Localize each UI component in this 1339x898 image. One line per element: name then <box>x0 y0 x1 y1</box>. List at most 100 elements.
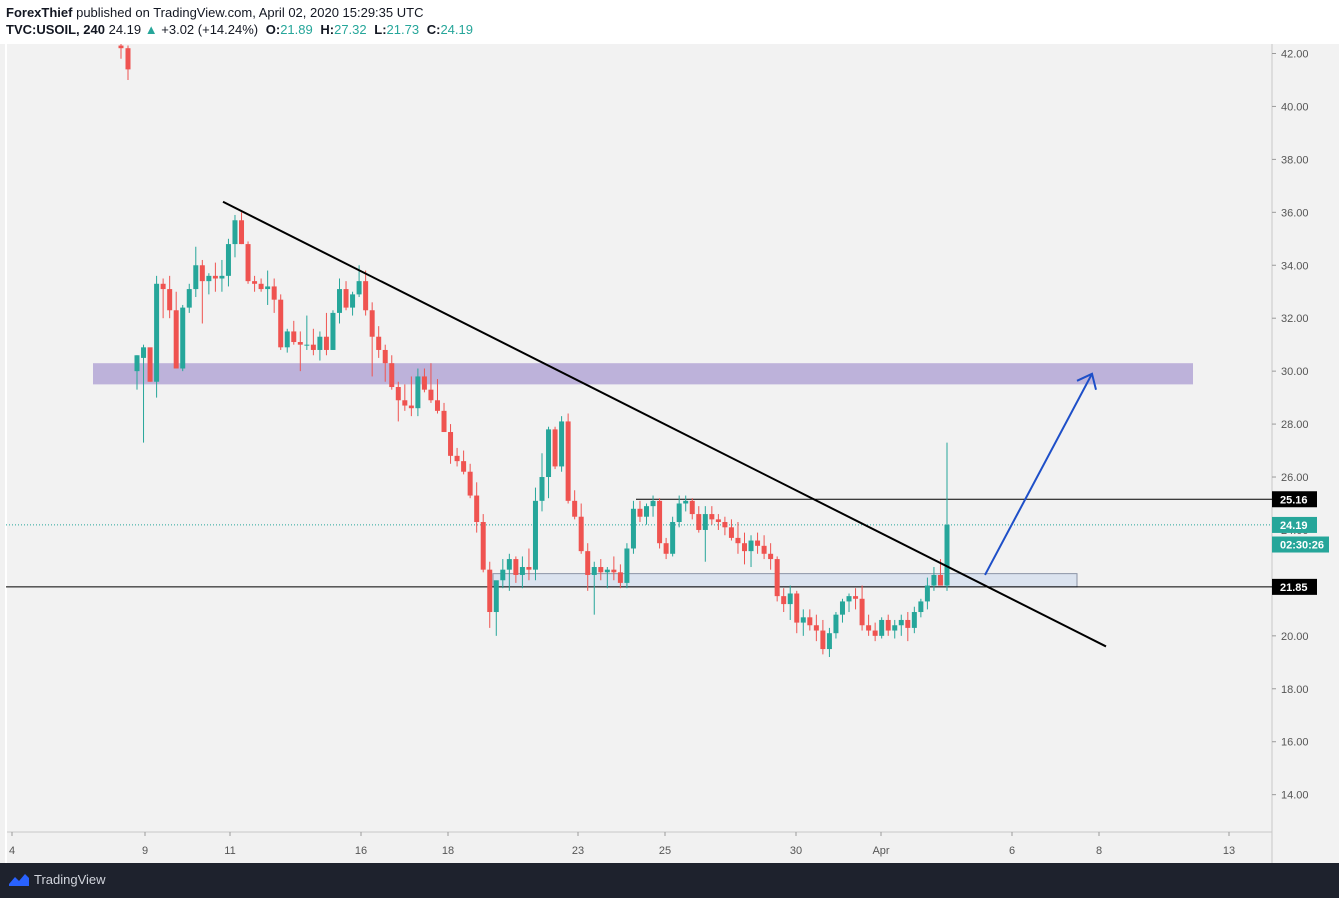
price-tag-label: 21.85 <box>1280 582 1308 594</box>
y-tick-label: 40.00 <box>1281 101 1309 113</box>
price-tag-bg <box>1272 491 1317 508</box>
candle-body <box>245 244 251 282</box>
candle-body <box>709 514 715 520</box>
candle-body <box>291 331 297 343</box>
candle-body <box>885 619 891 631</box>
ohlc-legend: TVC:USOIL, 240 24.19 ▲ +3.02 (+14.24%) O… <box>6 22 473 37</box>
candle-body <box>905 619 911 628</box>
candle-body <box>278 299 284 348</box>
price-axis[interactable] <box>1272 44 1339 863</box>
x-tick-label: 23 <box>572 845 584 857</box>
candle-body <box>722 522 728 528</box>
candle-body <box>428 389 434 401</box>
candle-body <box>448 432 454 456</box>
close-label: C: <box>426 22 441 37</box>
candle-body <box>748 540 754 552</box>
candle-body <box>474 495 480 523</box>
candle-body <box>441 410 447 433</box>
y-tick-label: 28.00 <box>1281 419 1309 431</box>
support-zone <box>492 573 1078 588</box>
candle-body <box>617 572 623 583</box>
candle-body <box>513 559 519 575</box>
y-tick-label: 30.00 <box>1281 366 1309 378</box>
author-name[interactable]: ForexThief <box>6 5 73 20</box>
candle-body <box>284 331 290 348</box>
zones-layer <box>93 363 1193 588</box>
projection-arrow-shaft <box>984 373 1093 576</box>
candle-body <box>572 500 578 517</box>
candle-body <box>337 289 342 313</box>
low-label: L: <box>374 22 387 37</box>
x-tick-label: 11 <box>224 845 235 857</box>
candle-body <box>807 617 813 626</box>
y-tick-label: 38.00 <box>1281 154 1309 166</box>
candle-body <box>781 596 787 605</box>
price-tag-label: 25.16 <box>1280 494 1308 506</box>
candle-body <box>657 500 663 544</box>
candle-body <box>526 567 532 570</box>
candles-layer <box>118 44 950 658</box>
candle-body <box>265 286 271 290</box>
candle-body <box>715 519 721 523</box>
footer-bar: TradingView <box>0 863 1339 898</box>
candle-body <box>787 593 793 605</box>
high-value: 27.32 <box>334 22 367 37</box>
y-tick-label: 32.00 <box>1281 313 1309 325</box>
candle-body <box>382 349 388 364</box>
candle-body <box>252 281 258 284</box>
candle-body <box>898 619 904 626</box>
candle-body <box>866 625 872 631</box>
candle-body <box>180 307 186 369</box>
candle-body <box>454 455 460 462</box>
chart-area[interactable]: 42.00 40.00 38.00 36.00 34.00 32.00 30.00 28.00… <box>0 44 1339 863</box>
candle-body <box>206 275 212 282</box>
downtrend-line <box>222 200 1107 648</box>
candle-body <box>186 289 192 308</box>
candle-body <box>944 524 950 586</box>
candle-body <box>872 630 878 636</box>
candle-body <box>702 514 708 530</box>
candle-body <box>918 601 924 613</box>
candle-body <box>141 347 147 358</box>
candle-body <box>258 283 264 290</box>
candle-body <box>369 310 375 337</box>
candle-body <box>846 596 852 602</box>
candle-body <box>689 500 695 515</box>
x-tick-label: 8 <box>1096 845 1102 857</box>
candle-body <box>800 617 806 623</box>
price-tag-bg <box>1272 578 1317 595</box>
x-tick-label: Apr <box>872 845 889 857</box>
tradingview-brand[interactable]: TradingView <box>34 872 106 887</box>
candle-body <box>539 477 545 501</box>
candle-body <box>415 376 421 409</box>
candle-body <box>506 559 512 570</box>
candle-body <box>735 537 741 544</box>
price-tags: 25.16 24.19 02:30:26 21.85 <box>1272 491 1329 595</box>
candle-body <box>356 281 362 295</box>
price-tag-bg <box>1272 536 1329 553</box>
candle-body <box>578 516 584 552</box>
candle-body <box>532 500 538 570</box>
candle-body <box>637 508 643 517</box>
candle-body <box>402 400 408 406</box>
candle-body <box>461 461 467 472</box>
symbol-label[interactable]: TVC:USOIL, 240 <box>6 22 105 37</box>
price-tag-label: 02:30:26 <box>1280 540 1324 552</box>
candle-body <box>768 553 774 560</box>
candle-body <box>742 543 747 552</box>
resistance-zone <box>93 363 1193 385</box>
x-tick-label: 6 <box>1009 845 1015 857</box>
x-tick-label: 9 <box>142 845 148 857</box>
candle-body <box>552 429 558 467</box>
tradingview-logo-icon[interactable] <box>8 872 30 888</box>
candle-body <box>363 281 369 311</box>
y-tick-label: 26.00 <box>1281 472 1309 484</box>
candle-body <box>591 567 597 575</box>
last-price: 24.19 <box>108 22 142 37</box>
x-tick-label: 30 <box>790 845 802 857</box>
open-label: O: <box>265 22 281 37</box>
x-tick-label: 4 <box>9 845 15 857</box>
candle-body <box>297 342 303 345</box>
candle-body <box>219 275 225 279</box>
candle-body <box>500 569 506 581</box>
